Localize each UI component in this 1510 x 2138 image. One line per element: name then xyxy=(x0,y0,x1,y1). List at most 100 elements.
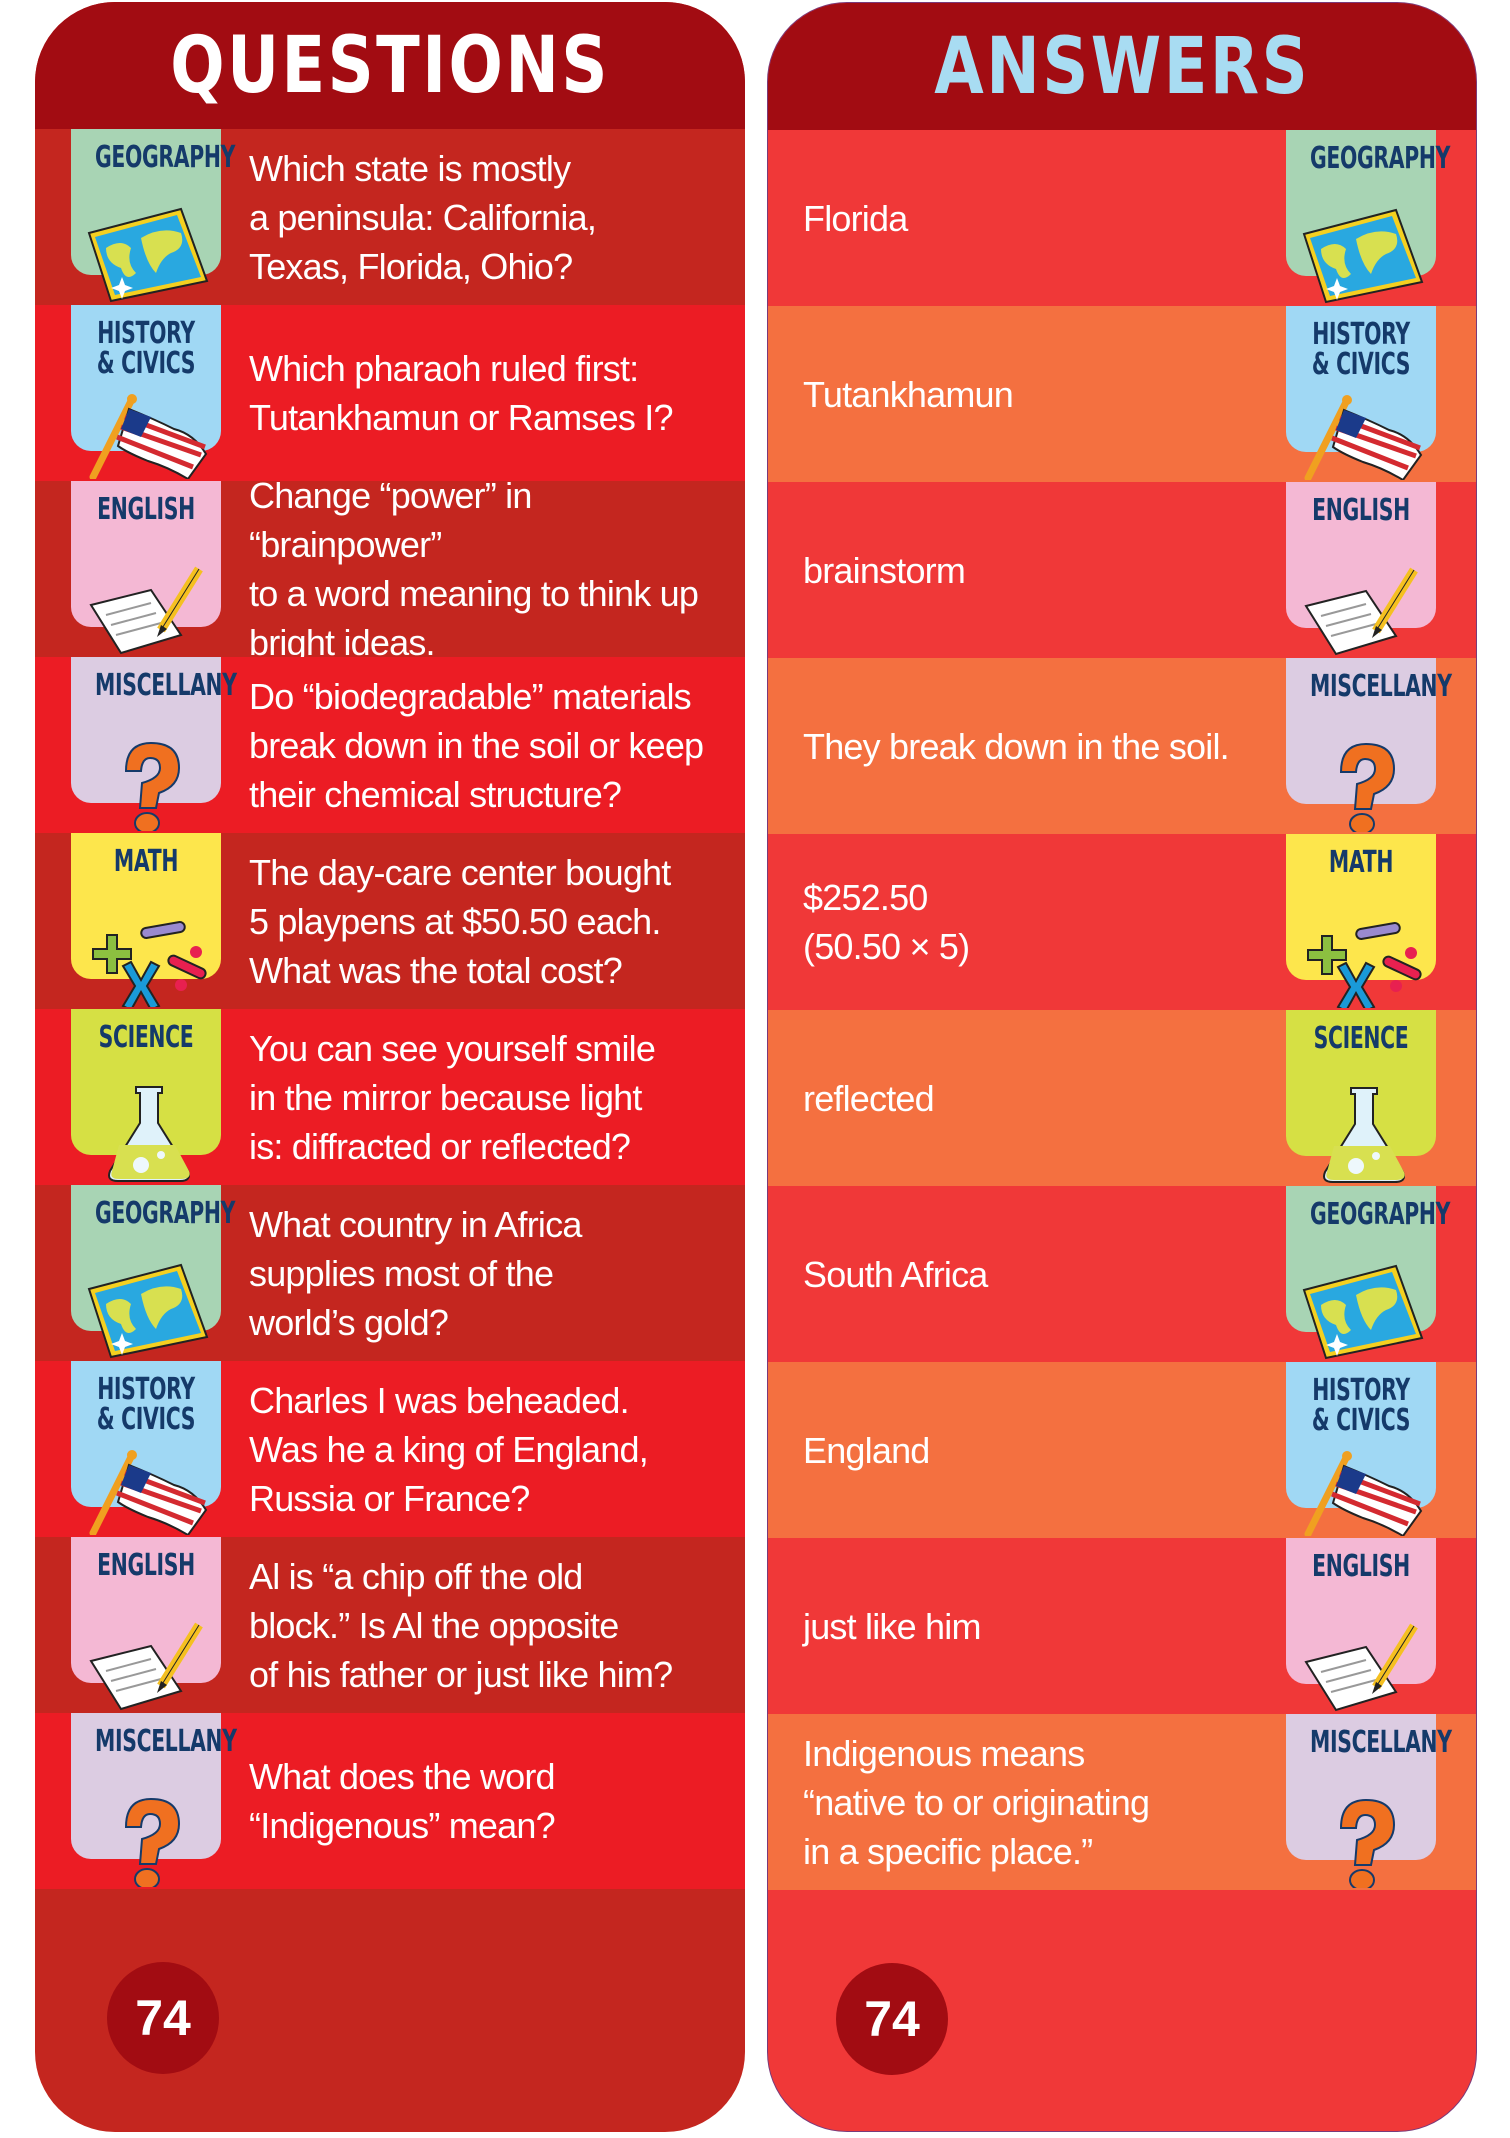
answer-row: MISCELLANY They break down in the soil. xyxy=(768,658,1476,834)
questions-title: QUESTIONS xyxy=(170,20,610,111)
category-badge-geography: GEOGRAPHY xyxy=(1286,1186,1451,1360)
category-badge-history: HISTORY & CIVICS xyxy=(71,1361,221,1535)
category-label: ENGLISH xyxy=(97,492,195,527)
question-text: Do “biodegradable” materials break down … xyxy=(249,675,704,815)
question-row: GEOGRAPHY What country in Africa supplies… xyxy=(35,1185,745,1361)
answer-row: HISTORY & CIVICS England xyxy=(768,1362,1476,1538)
answer-text: just like him xyxy=(803,1605,981,1647)
answer-text: England xyxy=(803,1429,930,1471)
category-label: GEOGRAPHY xyxy=(1310,141,1451,176)
answer-row: ENGLISH brainstorm xyxy=(768,482,1476,658)
category-badge-english: ENGLISH xyxy=(71,481,221,655)
category-badge-misc: MISCELLANY xyxy=(71,1713,237,1887)
category-label: MISCELLANY xyxy=(95,1724,237,1759)
american-flag-icon xyxy=(1304,395,1423,480)
paper-pencil-icon xyxy=(1304,567,1418,656)
answers-header: ANSWERS xyxy=(768,3,1476,130)
category-label: ENGLISH xyxy=(1312,1549,1410,1584)
category-label: MISCELLANY xyxy=(1310,669,1452,704)
american-flag-icon xyxy=(89,394,208,479)
question-row: MATH The day-care center bought 5 playpen… xyxy=(35,833,745,1009)
answer-text: brainstorm xyxy=(803,549,966,591)
category-badge-geography: GEOGRAPHY xyxy=(1286,130,1451,304)
question-text: Which pharaoh ruled first: Tutankhamun o… xyxy=(249,348,673,438)
category-badge-english: ENGLISH xyxy=(1286,482,1436,656)
category-badge-misc: MISCELLANY xyxy=(71,657,237,831)
category-badge-history: HISTORY & CIVICS xyxy=(71,305,221,479)
questions-header: QUESTIONS xyxy=(35,2,745,129)
category-label: MATH xyxy=(1328,845,1394,880)
question-text: The day-care center bought 5 playpens at… xyxy=(249,851,671,991)
question-text: You can see yourself smile in the mirror… xyxy=(249,1027,656,1167)
category-label: SCIENCE xyxy=(1313,1021,1409,1056)
flask-icon xyxy=(108,1086,190,1182)
question-mark-icon xyxy=(124,1797,181,1887)
answer-list: GEOGRAPHY Florida HISTORY & CIVICS Tutankha… xyxy=(768,130,1476,1890)
category-badge-geography: GEOGRAPHY xyxy=(71,1185,236,1359)
world-map-icon xyxy=(87,207,209,303)
category-badge-english: ENGLISH xyxy=(71,1537,221,1711)
category-label: GEOGRAPHY xyxy=(1310,1197,1451,1232)
question-row: ENGLISH Al is “a chip off the old block.”… xyxy=(35,1537,745,1713)
world-map-icon xyxy=(1302,208,1424,304)
question-text: What does the word “Indigenous” mean? xyxy=(249,1756,556,1846)
answer-text: Florida xyxy=(803,197,908,239)
question-row: MISCELLANY What does the word “Indigenous… xyxy=(35,1713,745,1889)
category-label: MATH xyxy=(113,844,179,879)
answer-row: MISCELLANY Indigenous means “native to or… xyxy=(768,1714,1476,1890)
answer-row: HISTORY & CIVICS Tutankhamun xyxy=(768,306,1476,482)
world-map-icon xyxy=(87,1263,209,1359)
category-label: SCIENCE xyxy=(98,1020,194,1055)
answers-title: ANSWERS xyxy=(934,21,1310,112)
american-flag-icon xyxy=(89,1450,208,1535)
category-badge-science: SCIENCE xyxy=(71,1009,221,1182)
question-mark-icon xyxy=(1339,742,1396,832)
category-badge-english: ENGLISH xyxy=(1286,1538,1436,1712)
category-badge-math: MATH xyxy=(71,833,221,1007)
question-mark-icon xyxy=(1339,1798,1396,1888)
math-symbols-icon xyxy=(1307,922,1422,1008)
world-map-icon xyxy=(1302,1264,1424,1360)
category-label: HISTORY & CIVICS xyxy=(1311,317,1411,382)
answer-row: MATH $252.50 (50.50 × 5) xyxy=(768,834,1476,1010)
question-text: What country in Africa supplies most of … xyxy=(249,1203,582,1343)
category-badge-misc: MISCELLANY xyxy=(1286,658,1452,832)
category-label: HISTORY & CIVICS xyxy=(96,1372,196,1437)
question-row: MISCELLANY Do “biodegradable” materials b… xyxy=(35,657,745,833)
category-label: ENGLISH xyxy=(97,1548,195,1583)
category-label: HISTORY & CIVICS xyxy=(96,316,196,381)
answer-text: Indigenous means “native to or originati… xyxy=(803,1732,1150,1872)
answer-row: ENGLISH just like him xyxy=(768,1538,1476,1714)
answer-text: Tutankhamun xyxy=(803,373,1014,415)
question-text: Charles I was beheaded. Was he a king of… xyxy=(249,1379,649,1519)
category-badge-misc: MISCELLANY xyxy=(1286,1714,1452,1888)
answer-text: reflected xyxy=(803,1077,935,1119)
category-badge-math: MATH xyxy=(1286,834,1436,1008)
answers-card: ANSWERS GEOGRAPHY Florida HISTORY & CIVICS… xyxy=(767,2,1477,2132)
category-badge-science: SCIENCE xyxy=(1286,1010,1436,1183)
question-row: HISTORY & CIVICS Which pharaoh ruled firs… xyxy=(35,305,745,481)
question-text: Change “power” in “brainpower” to a word… xyxy=(249,475,699,663)
answer-text: They break down in the soil. xyxy=(803,725,1230,767)
category-label: MISCELLANY xyxy=(95,668,237,703)
question-row: GEOGRAPHY Which state is mostly a peninsu… xyxy=(35,129,745,305)
paper-pencil-icon xyxy=(89,566,203,655)
question-text: Al is “a chip off the old block.” Is Al … xyxy=(249,1555,673,1695)
question-row: ENGLISH Change “power” in “brainpower” to… xyxy=(35,475,745,663)
question-list: GEOGRAPHY Which state is mostly a peninsu… xyxy=(35,129,745,1889)
american-flag-icon xyxy=(1304,1451,1423,1536)
category-label: HISTORY & CIVICS xyxy=(1311,1373,1411,1438)
answer-text: South Africa xyxy=(803,1253,988,1295)
question-text: Which state is mostly a peninsula: Calif… xyxy=(249,147,597,287)
answer-text: $252.50 (50.50 × 5) xyxy=(803,877,970,967)
page-number: 74 xyxy=(836,1963,948,2075)
questions-card: QUESTIONS GEOGRAPHY Which state is mostly… xyxy=(35,2,745,2132)
answer-row: GEOGRAPHY Florida xyxy=(768,130,1476,306)
category-label: ENGLISH xyxy=(1312,493,1410,528)
category-badge-geography: GEOGRAPHY xyxy=(71,129,236,303)
page-number: 74 xyxy=(107,1962,219,2074)
category-badge-history: HISTORY & CIVICS xyxy=(1286,306,1436,480)
math-symbols-icon xyxy=(92,921,207,1007)
category-label: GEOGRAPHY xyxy=(95,140,236,175)
category-label: GEOGRAPHY xyxy=(95,1196,236,1231)
